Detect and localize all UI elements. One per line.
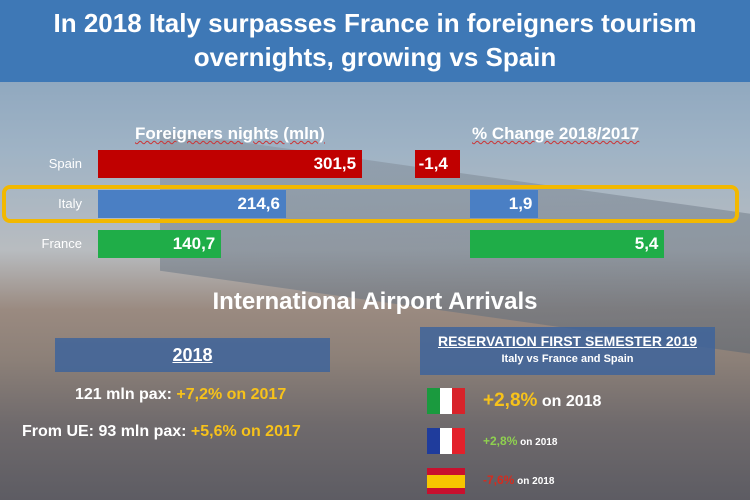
airport-line-2: From UE: 93 mln pax: +5,6% on 2017 (22, 423, 301, 441)
nights-header-text: Foreigners nights (mln) (135, 124, 325, 143)
title-line-1: In 2018 Italy surpasses France in foreig… (53, 8, 697, 38)
reservation-subtitle: Italy vs France and Spain (501, 353, 634, 365)
change-header: % Change 2018/2017 (472, 124, 639, 144)
change-bar-spain: -1,4 (414, 150, 460, 178)
nights-bar-italy: 214,6 (98, 190, 286, 218)
airport-line-1: 121 mln pax: +7,2% on 2017 (75, 386, 286, 404)
change-bar-france: 5,4 (470, 230, 665, 258)
france-value: +2,8% (483, 434, 518, 448)
category-label-spain: Spain (48, 156, 82, 171)
nights-bar-spain: 301,5 (98, 150, 363, 178)
reservation-spain: -7,6% on 2018 (483, 473, 554, 487)
france-flag-icon (427, 428, 466, 454)
italy-flag-icon (427, 388, 466, 414)
change-header-text: % Change 2018/2017 (472, 124, 640, 143)
title-line-2: overnights, growing vs Spain (193, 42, 557, 72)
reservation-box: RESERVATION FIRST SEMESTER 2019 Italy vs… (420, 327, 715, 375)
spain-value: -7,6% (483, 473, 515, 487)
page-title: In 2018 Italy surpasses France in foreig… (0, 0, 750, 82)
year-box: 2018 (55, 338, 330, 372)
pax-total: 121 mln pax: (75, 386, 177, 403)
category-label-france: France (41, 236, 82, 251)
reservation-italy: +2,8% on 2018 (483, 390, 601, 412)
change-bar-italy: 1,9 (470, 190, 539, 218)
reservation-france: +2,8% on 2018 (483, 434, 557, 448)
italy-value: +2,8% (483, 390, 538, 411)
spain-suffix: on 2018 (514, 476, 555, 487)
italy-highlight-box (2, 185, 739, 223)
nights-bar-france: 140,7 (98, 230, 222, 258)
reservation-title: RESERVATION FIRST SEMESTER 2019 (437, 333, 698, 349)
year-label: 2018 (172, 345, 213, 365)
pax-total-change: +7,2% on 2017 (176, 386, 287, 403)
airport-title: International Airport Arrivals (212, 288, 538, 315)
italy-suffix: on 2018 (537, 393, 602, 410)
nights-header: Foreigners nights (mln) (135, 124, 325, 144)
category-label-italy: Italy (58, 196, 82, 211)
france-suffix: on 2018 (517, 437, 558, 448)
pax-ue-change: +5,6% on 2017 (190, 423, 301, 440)
spain-flag-icon (427, 468, 465, 494)
pax-ue: From UE: 93 mln pax: (22, 423, 191, 440)
